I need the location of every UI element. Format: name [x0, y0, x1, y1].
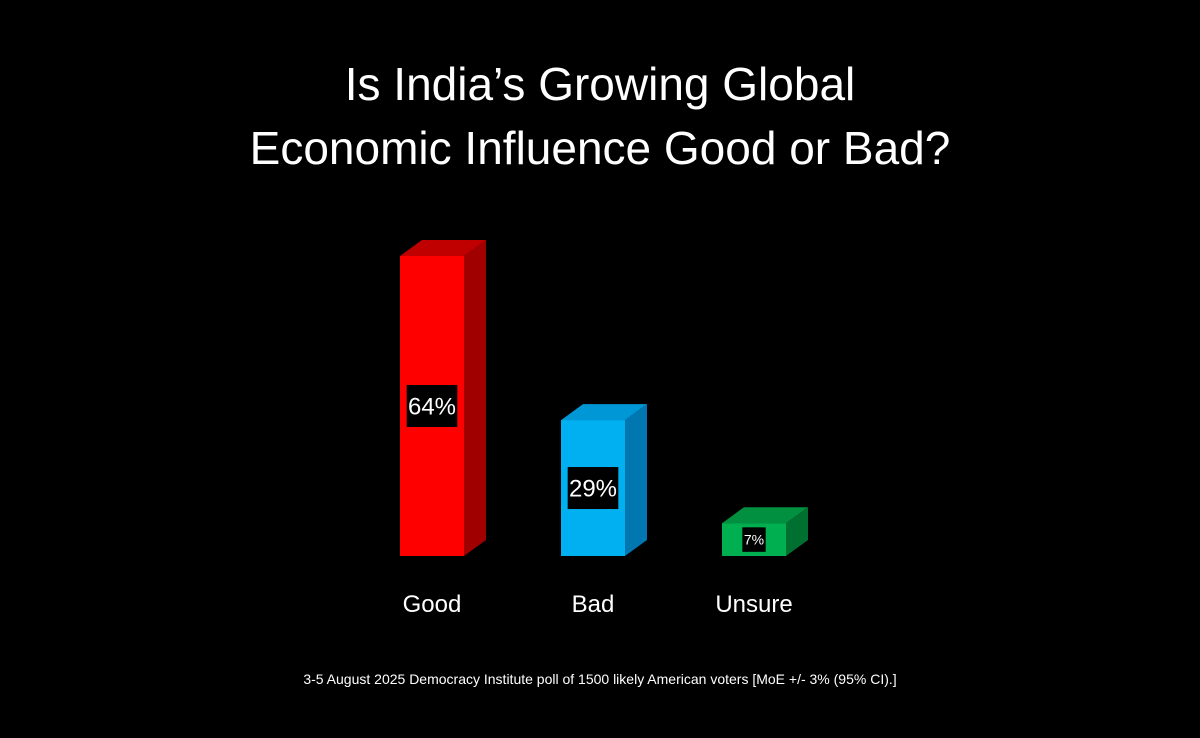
category-label-bad: Bad: [572, 591, 615, 618]
bar-bad-value-label: 29%: [569, 476, 617, 503]
bar-good-side: [464, 240, 486, 556]
chart-title-line-1: Is India’s Growing Global: [344, 58, 856, 110]
category-label-unsure: Unsure: [715, 591, 792, 618]
bar-bad-top: [561, 404, 647, 421]
chart-title: Is India’s Growing Global Economic Influ…: [0, 52, 1200, 180]
bar-good-label-box: [406, 385, 458, 427]
source-footnote: 3-5 August 2025 Democracy Institute poll…: [303, 671, 897, 687]
bar-unsure-top: [722, 507, 808, 524]
bar-chart: 64% Good 29% Bad 7% Unsure: [400, 240, 808, 618]
bar-unsure-label-box: [742, 527, 766, 552]
bar-bad-side: [625, 404, 647, 556]
bar-good-value-label: 64%: [408, 394, 456, 421]
bar-unsure-value-label: 7%: [744, 532, 764, 548]
chart-title-line-2: Economic Influence Good or Bad?: [249, 122, 951, 174]
bar-unsure-side: [786, 507, 808, 556]
bar-good-top: [400, 240, 486, 256]
bar-bad-label-box: [567, 467, 619, 510]
category-label-good: Good: [403, 591, 462, 618]
